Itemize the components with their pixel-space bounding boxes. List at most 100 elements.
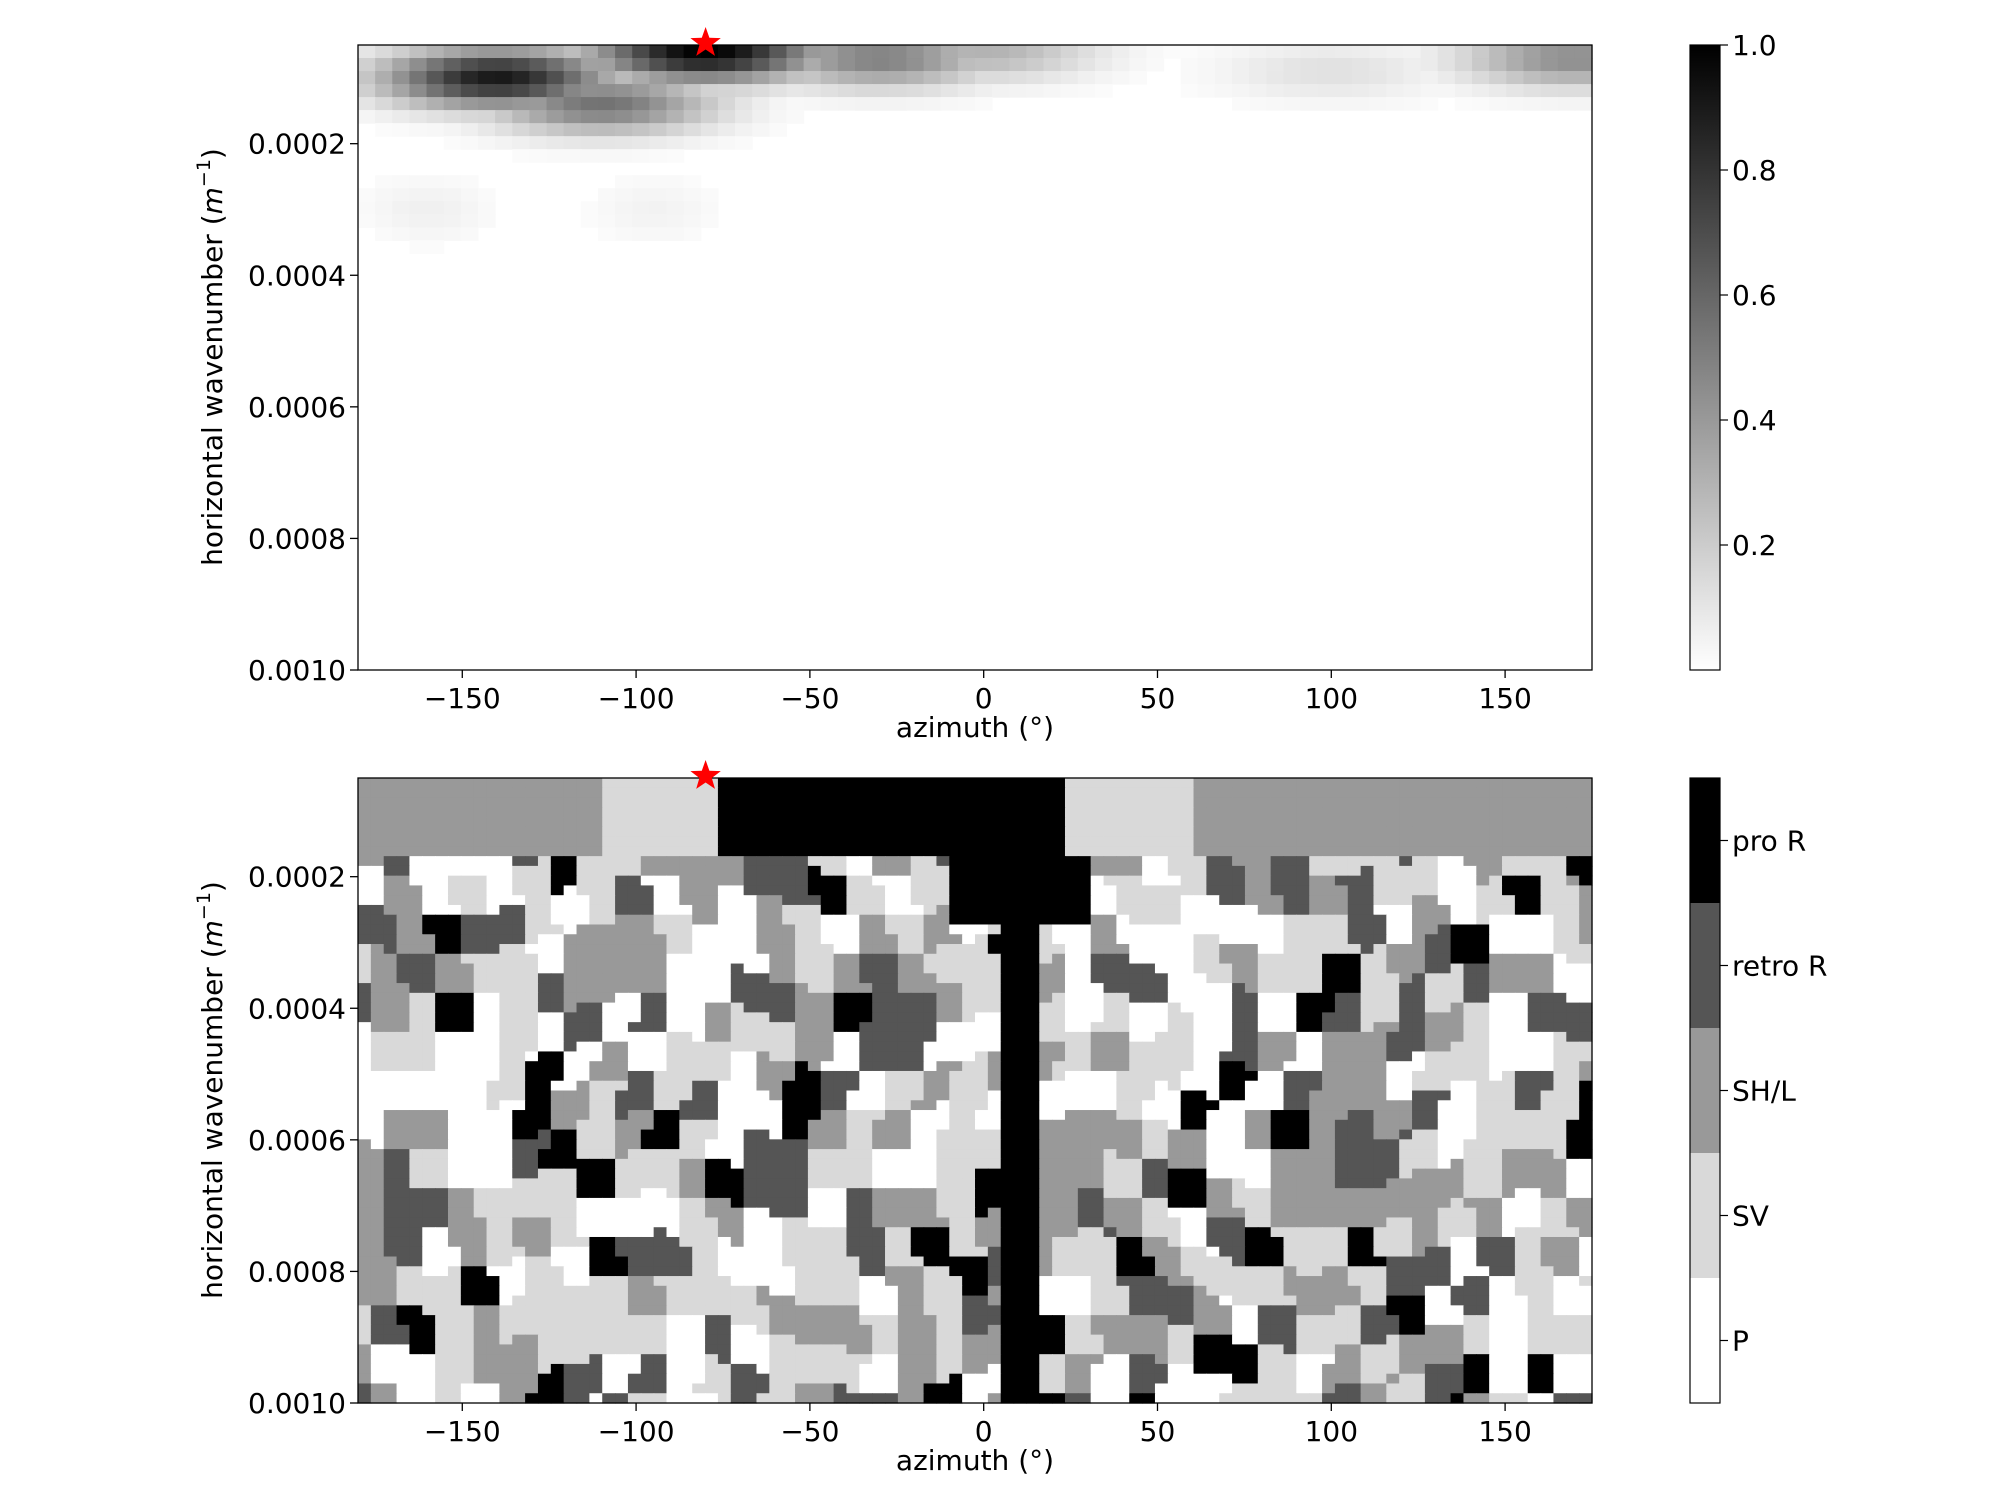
category-cell	[1219, 797, 1233, 808]
category-cell	[872, 1207, 886, 1219]
category-cell	[1296, 992, 1310, 1004]
category-cell	[692, 865, 706, 877]
category-cell	[1142, 953, 1156, 965]
category-cell	[1514, 963, 1529, 974]
category-cell	[1026, 904, 1040, 916]
category-cell	[435, 1197, 449, 1209]
category-cell	[1399, 1070, 1413, 1082]
category-cell	[717, 865, 732, 877]
category-cell	[1296, 904, 1310, 916]
category-cell	[473, 1149, 488, 1160]
category-cell	[1244, 1012, 1259, 1023]
category-cell	[1386, 983, 1400, 994]
category-cell	[1103, 924, 1117, 935]
category-cell	[1026, 1031, 1040, 1043]
category-cell	[756, 1197, 770, 1209]
category-cell	[1360, 1188, 1375, 1199]
category-cell	[1064, 973, 1079, 984]
category-cell	[1077, 836, 1092, 847]
category-cell	[1296, 1119, 1310, 1131]
category-cell	[576, 1110, 590, 1121]
category-cell	[1257, 836, 1272, 847]
category-cell	[1360, 1149, 1375, 1160]
category-cell	[872, 1051, 886, 1062]
category-cell	[666, 787, 680, 799]
heatmap-cell	[409, 201, 428, 215]
category-cell	[1309, 1168, 1323, 1179]
heatmap-cell	[820, 45, 839, 59]
category-cell	[923, 778, 938, 789]
category-cell	[897, 1119, 912, 1131]
heatmap-cell	[1454, 97, 1473, 111]
category-cell	[1476, 1041, 1490, 1053]
category-cell	[550, 1129, 565, 1140]
category-cell	[409, 914, 423, 926]
heatmap-cell	[615, 123, 633, 137]
category-cell	[987, 778, 1002, 789]
heatmap-cell	[1232, 45, 1250, 59]
category-cell	[1334, 1197, 1349, 1209]
category-cell	[1206, 1188, 1220, 1199]
category-cell	[1489, 1178, 1503, 1189]
category-cell	[1566, 1051, 1580, 1062]
category-cell	[589, 1012, 603, 1023]
category-cell	[1412, 963, 1426, 974]
category-cell	[872, 1197, 886, 1209]
category-cell	[1283, 797, 1297, 808]
category-cell	[923, 1197, 938, 1209]
heatmap-cell	[649, 175, 668, 189]
category-cell	[1412, 1129, 1426, 1140]
category-cell	[512, 934, 526, 945]
category-cell	[1437, 934, 1452, 945]
category-cell	[987, 1119, 1002, 1131]
heatmap-cell	[1574, 84, 1593, 98]
x-tick-label: −100	[598, 682, 675, 715]
category-cell	[782, 1080, 796, 1092]
category-cell	[1206, 1158, 1220, 1170]
category-cell	[1399, 797, 1413, 808]
category-cell	[962, 1207, 976, 1219]
category-cell	[1244, 1119, 1259, 1131]
category-cell	[550, 963, 565, 974]
category-cell	[756, 778, 770, 789]
category-cell	[1180, 787, 1195, 799]
category-cell	[409, 787, 423, 799]
category-cell	[1437, 1207, 1452, 1219]
category-cell	[756, 787, 770, 799]
heatmap-cell	[443, 97, 462, 111]
category-cell	[795, 797, 809, 808]
category-cell	[717, 992, 732, 1004]
category-cell	[1527, 1129, 1542, 1140]
category-cell	[422, 1207, 436, 1219]
category-cell	[1090, 924, 1105, 935]
category-cell	[1180, 934, 1195, 945]
category-cell	[1219, 1090, 1233, 1101]
category-cell	[396, 1119, 411, 1131]
category-cell	[1334, 1041, 1349, 1053]
category-cell	[512, 1070, 526, 1082]
category-cell	[1206, 797, 1220, 808]
category-cell	[1489, 875, 1503, 887]
category-cell	[1064, 953, 1079, 965]
category-cell	[705, 1100, 719, 1111]
category-cell	[525, 1090, 539, 1101]
category-cell	[602, 924, 616, 935]
category-cell	[653, 1051, 668, 1062]
heatmap-cell	[477, 123, 496, 137]
category-cell	[602, 1139, 616, 1150]
heatmap-cell	[786, 45, 805, 59]
category-cell	[1219, 992, 1233, 1004]
category-cell	[1013, 1197, 1028, 1209]
category-cell	[1502, 797, 1516, 808]
category-cell	[1296, 934, 1310, 945]
category-cell	[1553, 1139, 1567, 1150]
category-cell	[987, 934, 1002, 945]
category-cell	[563, 914, 578, 926]
category-cell	[1296, 1139, 1310, 1150]
category-cell	[447, 1119, 462, 1131]
category-cell	[1154, 1168, 1169, 1179]
category-cell	[1103, 992, 1117, 1004]
category-cell	[1347, 973, 1362, 984]
category-cell	[730, 944, 745, 955]
category-cell	[460, 914, 475, 926]
